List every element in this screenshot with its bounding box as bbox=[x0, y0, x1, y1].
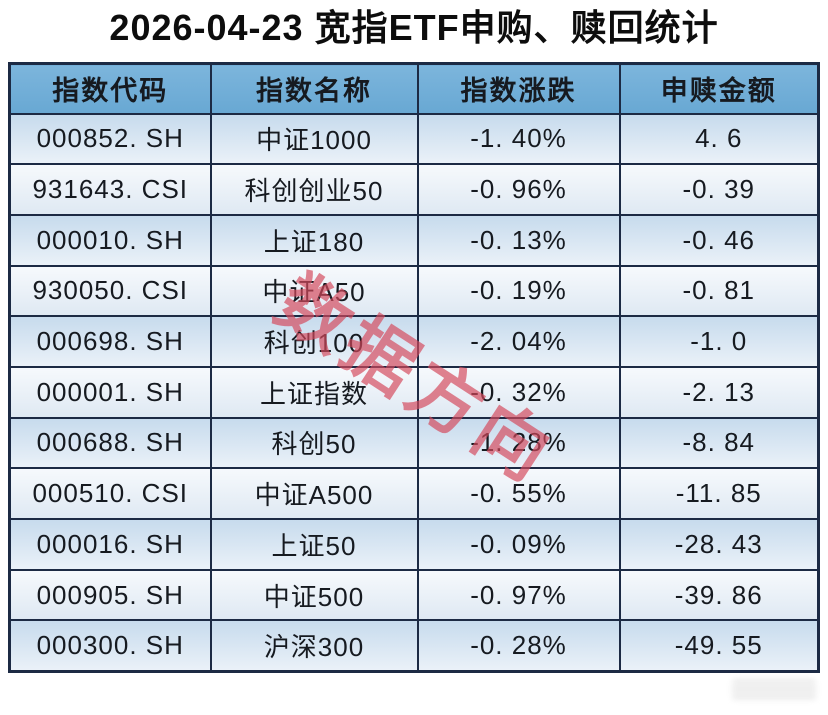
amount-cell: -8. 84 bbox=[618, 416, 820, 470]
index-name-cell: 科创创业50 bbox=[209, 163, 419, 216]
index-code-cell: 000510. CSI bbox=[8, 467, 212, 520]
index-change-cell: -1. 40% bbox=[416, 112, 621, 166]
faint-corner-watermark bbox=[732, 679, 816, 700]
index-change-cell: -0. 19% bbox=[416, 264, 621, 318]
page-title: 2026-04-23 宽指ETF申购、赎回统计 bbox=[109, 7, 719, 48]
index-name-cell: 上证180 bbox=[209, 213, 419, 267]
amount-cell: -1. 0 bbox=[618, 315, 820, 368]
index-change-cell: -0. 13% bbox=[416, 213, 621, 267]
table-row: 000300. SH 沪深300 -0. 28% -49. 55 bbox=[8, 619, 820, 673]
amount-cell: -28. 43 bbox=[618, 518, 820, 571]
index-code-cell: 000698. SH bbox=[8, 315, 212, 368]
column-header-amount: 申赎金额 bbox=[618, 62, 820, 115]
index-change-cell: -1. 28% bbox=[416, 416, 621, 470]
table-row: 000016. SH 上证50 -0. 09% -28. 43 bbox=[8, 518, 820, 571]
amount-cell: -39. 86 bbox=[618, 568, 820, 622]
index-code-cell: 000016. SH bbox=[8, 518, 212, 571]
index-code-cell: 000852. SH bbox=[8, 112, 212, 166]
index-name-cell: 中证1000 bbox=[209, 112, 419, 166]
index-name-cell: 科创100 bbox=[209, 315, 419, 368]
index-change-cell: -0. 55% bbox=[416, 467, 621, 520]
etf-subscription-redemption-table: 指数代码 指数名称 指数涨跌 申赎金额 000852. SH 中证1000 -1… bbox=[8, 62, 820, 673]
index-change-cell: -2. 04% bbox=[416, 315, 621, 368]
index-code-cell: 000688. SH bbox=[8, 416, 212, 470]
index-name-cell: 中证500 bbox=[209, 568, 419, 622]
index-change-cell: -0. 32% bbox=[416, 365, 621, 419]
index-name-cell: 上证指数 bbox=[209, 365, 419, 419]
table-row: 930050. CSI 中证A50 -0. 19% -0. 81 bbox=[8, 264, 820, 318]
index-code-cell: 930050. CSI bbox=[8, 264, 212, 318]
index-change-cell: -0. 97% bbox=[416, 568, 621, 622]
column-header-index-name: 指数名称 bbox=[209, 62, 419, 115]
index-code-cell: 000001. SH bbox=[8, 365, 212, 419]
index-name-cell: 上证50 bbox=[209, 518, 419, 571]
index-code-cell: 000300. SH bbox=[8, 619, 212, 673]
column-header-index-change: 指数涨跌 bbox=[416, 62, 621, 115]
index-name-cell: 中证A500 bbox=[209, 467, 419, 520]
amount-cell: 4. 6 bbox=[618, 112, 820, 166]
amount-cell: -2. 13 bbox=[618, 365, 820, 419]
column-header-index-code: 指数代码 bbox=[8, 62, 212, 115]
table-body: 000852. SH 中证1000 -1. 40% 4. 6 931643. C… bbox=[8, 112, 820, 673]
index-code-cell: 000010. SH bbox=[8, 213, 212, 267]
amount-cell: -0. 46 bbox=[618, 213, 820, 267]
index-change-cell: -0. 28% bbox=[416, 619, 621, 673]
index-change-cell: -0. 96% bbox=[416, 163, 621, 216]
amount-cell: -49. 55 bbox=[618, 619, 820, 673]
amount-cell: -11. 85 bbox=[618, 467, 820, 520]
table-row: 000688. SH 科创50 -1. 28% -8. 84 bbox=[8, 416, 820, 470]
table-row: 000010. SH 上证180 -0. 13% -0. 46 bbox=[8, 213, 820, 267]
index-code-cell: 000905. SH bbox=[8, 568, 212, 622]
index-change-cell: -0. 09% bbox=[416, 518, 621, 571]
amount-cell: -0. 39 bbox=[618, 163, 820, 216]
index-name-cell: 科创50 bbox=[209, 416, 419, 470]
index-name-cell: 沪深300 bbox=[209, 619, 419, 673]
index-name-cell: 中证A50 bbox=[209, 264, 419, 318]
index-code-cell: 931643. CSI bbox=[8, 163, 212, 216]
table-row: 000905. SH 中证500 -0. 97% -39. 86 bbox=[8, 568, 820, 622]
table-header-row: 指数代码 指数名称 指数涨跌 申赎金额 bbox=[8, 62, 820, 115]
table-row: 000698. SH 科创100 -2. 04% -1. 0 bbox=[8, 315, 820, 368]
table-row: 000001. SH 上证指数 -0. 32% -2. 13 bbox=[8, 365, 820, 419]
table-row: 000852. SH 中证1000 -1. 40% 4. 6 bbox=[8, 112, 820, 166]
amount-cell: -0. 81 bbox=[618, 264, 820, 318]
table-row: 931643. CSI 科创创业50 -0. 96% -0. 39 bbox=[8, 163, 820, 216]
table-row: 000510. CSI 中证A500 -0. 55% -11. 85 bbox=[8, 467, 820, 520]
